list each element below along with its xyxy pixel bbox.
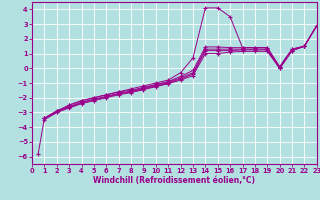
X-axis label: Windchill (Refroidissement éolien,°C): Windchill (Refroidissement éolien,°C) [93,176,255,185]
